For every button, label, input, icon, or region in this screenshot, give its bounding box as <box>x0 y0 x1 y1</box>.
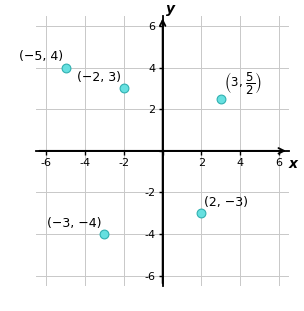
Point <box>199 211 204 216</box>
Point <box>219 96 223 101</box>
Text: $\left(3,\,\dfrac{5}{2}\right)$: $\left(3,\,\dfrac{5}{2}\right)$ <box>224 70 262 96</box>
Text: (−3, −4): (−3, −4) <box>47 217 102 230</box>
Point <box>63 65 68 70</box>
Text: x: x <box>289 157 298 171</box>
Text: (−2, 3): (−2, 3) <box>77 71 121 84</box>
Point <box>102 232 107 237</box>
Text: (2, −3): (2, −3) <box>204 196 248 209</box>
Text: y: y <box>166 2 174 16</box>
Point <box>121 86 126 91</box>
Text: (−5, 4): (−5, 4) <box>19 50 63 63</box>
